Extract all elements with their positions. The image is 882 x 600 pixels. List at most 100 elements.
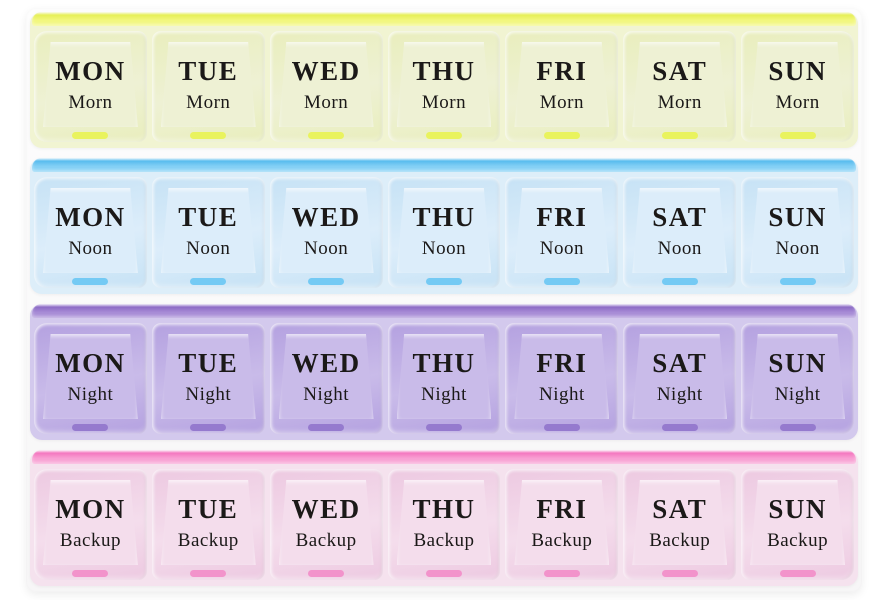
compartment-lid: FRI Morn <box>505 31 619 142</box>
period-label: Morn <box>657 91 702 113</box>
period-label: Night <box>538 383 585 405</box>
day-label: MON <box>55 55 126 86</box>
compartment-face: WED Morn <box>278 42 374 127</box>
day-label: FRI <box>536 55 588 86</box>
day-label: SAT <box>652 493 708 524</box>
compartment-lid: SUN Backup <box>741 469 855 580</box>
period-label: Backup <box>295 529 357 551</box>
latch-notch <box>543 570 580 577</box>
day-label: WED <box>291 201 361 232</box>
period-label: Morn <box>186 91 231 113</box>
compartment-face: MON Noon <box>43 188 138 273</box>
latch-notch <box>779 424 816 431</box>
latch-notch <box>779 278 816 285</box>
row-cells: MON Night TUE Night WED Night <box>34 323 855 434</box>
day-label: FRI <box>536 201 588 232</box>
compartment-lid: SAT Noon <box>623 177 737 288</box>
compartment-face: THU Backup <box>396 480 492 565</box>
latch-notch <box>308 424 345 431</box>
row-cells: MON Backup TUE Backup WED Backup <box>34 469 855 580</box>
compartment-face: FRI Noon <box>514 188 610 273</box>
compartment-lid: SAT Night <box>623 323 737 434</box>
compartment-lid: TUE Backup <box>151 469 265 580</box>
period-label: Night <box>656 383 703 405</box>
compartment-lid: THU Night <box>387 323 501 434</box>
latch-notch <box>543 132 580 139</box>
day-label: TUE <box>178 493 239 524</box>
latch-notch <box>308 570 345 577</box>
compartment-face: FRI Backup <box>514 480 610 565</box>
row-night: MON Night TUE Night WED Night <box>30 304 858 440</box>
compartment-face: MON Night <box>43 334 138 419</box>
compartment-lid: TUE Noon <box>151 177 265 288</box>
compartment-face: MON Backup <box>43 480 138 565</box>
period-label: Noon <box>68 237 113 259</box>
compartment-face: TUE Night <box>160 334 256 419</box>
compartment-face: SAT Morn <box>632 42 728 127</box>
day-label: FRI <box>536 493 588 524</box>
period-label: Night <box>303 383 350 405</box>
compartment-face: SUN Morn <box>750 42 846 127</box>
period-label: Morn <box>539 91 584 113</box>
compartment-face: SUN Night <box>750 334 846 419</box>
day-label: SAT <box>652 347 708 378</box>
day-label: THU <box>412 493 476 524</box>
latch-notch <box>779 570 816 577</box>
compartment-face: SUN Backup <box>750 480 846 565</box>
compartment-lid: TUE Night <box>151 323 265 434</box>
latch-notch <box>426 570 462 577</box>
day-label: WED <box>291 347 361 378</box>
compartment-lid: THU Noon <box>387 177 501 288</box>
row-hinge-strip <box>32 450 856 464</box>
day-label: THU <box>412 55 476 86</box>
compartment-face: TUE Backup <box>160 480 256 565</box>
compartment-face: THU Noon <box>396 188 492 273</box>
compartment-face: SAT Backup <box>632 480 728 565</box>
period-label: Noon <box>657 237 702 259</box>
period-label: Morn <box>304 91 349 113</box>
period-label: Morn <box>68 91 113 113</box>
compartment-face: TUE Morn <box>160 42 256 127</box>
latch-notch <box>72 278 109 285</box>
latch-notch <box>661 132 698 139</box>
day-label: SUN <box>768 201 827 232</box>
row-hinge-strip <box>32 158 856 172</box>
period-label: Night <box>421 383 467 405</box>
compartment-lid: SUN Night <box>741 323 855 434</box>
compartment-lid: FRI Backup <box>505 469 619 580</box>
row-backup: MON Backup TUE Backup WED Backup <box>30 450 858 586</box>
latch-notch <box>190 570 227 577</box>
row-hinge-strip <box>32 304 856 318</box>
compartment-lid: TUE Morn <box>151 31 265 142</box>
period-label: Noon <box>539 237 584 259</box>
compartment-face: FRI Morn <box>514 42 610 127</box>
latch-notch <box>72 424 109 431</box>
period-label: Noon <box>421 237 467 259</box>
compartment-lid: MON Night <box>34 323 147 434</box>
period-label: Morn <box>421 91 467 113</box>
period-label: Noon <box>304 237 349 259</box>
compartment-lid: THU Backup <box>387 469 501 580</box>
latch-notch <box>543 278 580 285</box>
compartment-face: WED Backup <box>278 480 374 565</box>
day-label: SUN <box>768 55 827 86</box>
latch-notch <box>308 132 345 139</box>
latch-notch <box>661 570 698 577</box>
day-label: FRI <box>536 347 588 378</box>
compartment-lid: FRI Night <box>505 323 619 434</box>
latch-notch <box>543 424 580 431</box>
compartment-lid: FRI Noon <box>505 177 619 288</box>
latch-notch <box>661 424 698 431</box>
compartment-face: THU Night <box>396 334 492 419</box>
latch-notch <box>308 278 345 285</box>
latch-notch <box>426 132 462 139</box>
period-label: Night <box>67 383 114 405</box>
day-label: MON <box>55 347 126 378</box>
period-label: Night <box>185 383 232 405</box>
compartment-face: FRI Night <box>514 334 610 419</box>
period-label: Backup <box>413 529 475 551</box>
day-label: THU <box>412 347 476 378</box>
compartment-face: SAT Noon <box>632 188 728 273</box>
latch-notch <box>190 424 227 431</box>
day-label: TUE <box>178 347 239 378</box>
